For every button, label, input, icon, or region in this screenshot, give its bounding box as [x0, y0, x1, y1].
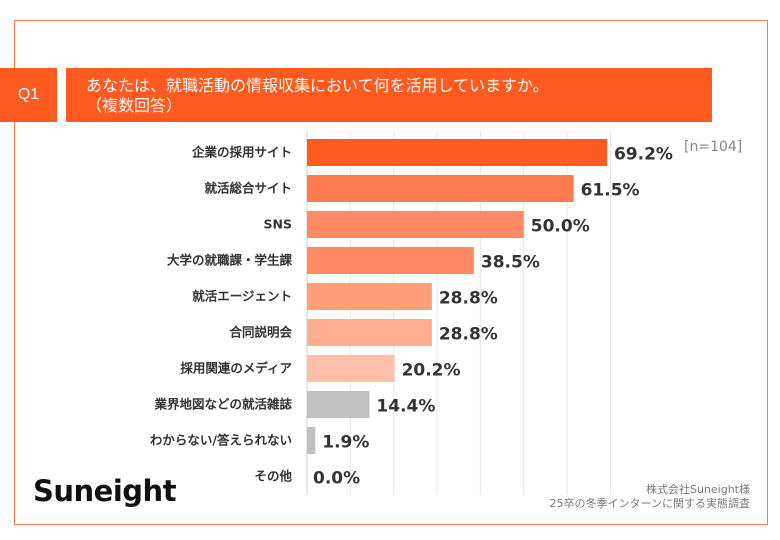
bar — [307, 391, 370, 418]
category-label: SNS — [264, 217, 292, 232]
value-label: 69.2% — [614, 145, 673, 165]
source-line-2: 25卒の冬季インターンに関する実態調査 — [549, 497, 750, 510]
bar — [307, 283, 432, 310]
bar — [307, 211, 524, 238]
bar — [307, 247, 474, 274]
category-label: 業界地図などの就活雑誌 — [153, 397, 292, 412]
value-label: 61.5% — [581, 181, 640, 201]
bar — [307, 175, 574, 202]
value-label: 38.5% — [481, 253, 540, 273]
category-label: 就活総合サイト — [204, 181, 292, 196]
value-label: 28.8% — [439, 289, 498, 309]
source-note: 株式会社Suneight様 25卒の冬季インターンに関する実態調査 — [550, 483, 750, 511]
category-label: 採用関連のメディア — [180, 361, 292, 376]
question-number: Q1 — [0, 68, 57, 122]
value-label: 28.8% — [439, 325, 498, 345]
value-label: 1.9% — [322, 433, 369, 453]
category-label: 合同説明会 — [229, 325, 292, 340]
bar — [307, 427, 316, 454]
category-label: その他 — [254, 469, 292, 484]
category-label: 企業の採用サイト — [191, 145, 292, 160]
category-label: 大学の就職課・学生課 — [167, 253, 293, 268]
question-title: あなたは、就職活動の情報収集において何を活用していますか。 （複数回答） — [66, 68, 712, 122]
question-line-1: あなたは、就職活動の情報収集において何を活用していますか。 — [86, 76, 549, 95]
bar — [307, 355, 395, 382]
value-label: 20.2% — [402, 361, 461, 381]
category-label: わからない/答えられない — [150, 433, 292, 448]
bar — [307, 139, 607, 166]
question-line-2: （複数回答） — [86, 96, 183, 115]
value-label: 50.0% — [531, 217, 590, 237]
chart-frame — [14, 20, 768, 525]
suneight-logo: Suneight — [33, 474, 177, 508]
category-label: 就活エージェント — [192, 289, 292, 304]
sample-size: [n=104] — [684, 139, 743, 155]
bar — [307, 319, 432, 346]
source-line-1: 株式会社Suneight様 — [645, 483, 750, 496]
value-label: 0.0% — [313, 469, 360, 489]
value-label: 14.4% — [376, 397, 435, 417]
